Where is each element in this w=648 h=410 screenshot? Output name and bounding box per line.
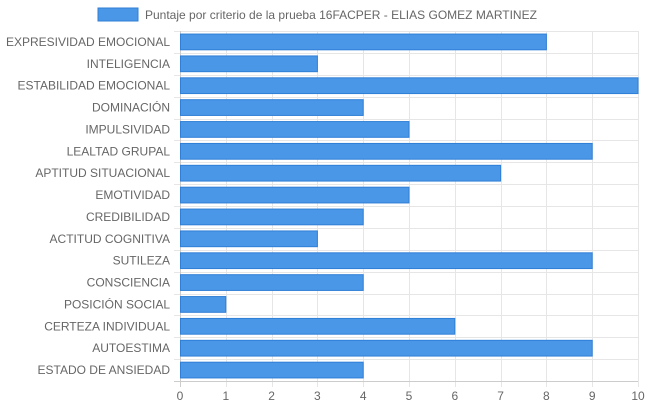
x-tick-label: 4 [360, 389, 367, 403]
x-tick-label: 8 [543, 389, 550, 403]
bar[interactable] [180, 252, 593, 270]
bar[interactable] [180, 361, 364, 379]
bar[interactable] [180, 99, 364, 116]
legend[interactable]: Puntaje por criterio de la prueba 16FACP… [97, 7, 537, 22]
y-tick-label: APTITUD SITUACIONAL [35, 166, 170, 180]
y-axis-labels: EXPRESIVIDAD EMOCIONAL INTELIGENCIA ESTABI… [6, 35, 170, 377]
legend-swatch [97, 7, 139, 22]
bar[interactable] [180, 339, 593, 357]
bar[interactable] [180, 274, 364, 291]
x-tick-label: 0 [177, 389, 184, 403]
x-tick-label: 1 [222, 389, 229, 403]
x-tick-label: 5 [406, 389, 413, 403]
bar[interactable] [180, 164, 502, 182]
y-tick-label: ESTADO DE ANSIEDAD [38, 363, 171, 377]
y-tick-label: AUTOESTIMA [92, 341, 170, 355]
legend-label: Puntaje por criterio de la prueba 16FACP… [145, 8, 537, 22]
x-tick-label: 10 [631, 389, 645, 403]
bar[interactable] [180, 208, 364, 226]
x-axis-labels: 0 1 2 3 4 5 6 7 8 9 10 [177, 389, 645, 403]
y-tick-label: DOMINACIÓN [92, 100, 170, 115]
x-tick-label: 7 [497, 389, 504, 403]
y-tick-label: LEALTAD GRUPAL [67, 144, 171, 158]
bar[interactable] [180, 55, 318, 73]
bar[interactable] [180, 33, 547, 51]
y-tick-label: SUTILEZA [113, 254, 170, 268]
y-tick-label: CREDIBILIDAD [86, 210, 170, 224]
bar[interactable] [180, 121, 410, 138]
y-tick-label: INTELIGENCIA [87, 57, 170, 71]
x-tick-label: 9 [589, 389, 596, 403]
bar[interactable] [180, 317, 456, 335]
bars [180, 33, 639, 379]
y-tick-label: ESTABILIDAD EMOCIONAL [18, 79, 171, 93]
x-tick-label: 2 [268, 389, 275, 403]
bar[interactable] [180, 230, 318, 248]
x-tick-label: 3 [314, 389, 321, 403]
bar[interactable] [180, 296, 227, 313]
y-tick-label: POSICIÓN SOCIAL [64, 296, 170, 311]
x-tick-label: 6 [451, 389, 458, 403]
y-tick-label: CERTEZA INDIVIDUAL [44, 319, 170, 333]
y-tick-label: EXPRESIVIDAD EMOCIONAL [6, 35, 170, 49]
y-tick-label: CONSCIENCIA [87, 276, 170, 290]
y-tick-label: IMPULSIVIDAD [85, 122, 170, 136]
bar[interactable] [180, 186, 410, 204]
y-tick-label: EMOTIVIDAD [95, 188, 170, 202]
bar[interactable] [180, 142, 593, 160]
bar[interactable] [180, 77, 639, 95]
y-tick-label: ACTITUD COGNITIVA [50, 232, 170, 246]
